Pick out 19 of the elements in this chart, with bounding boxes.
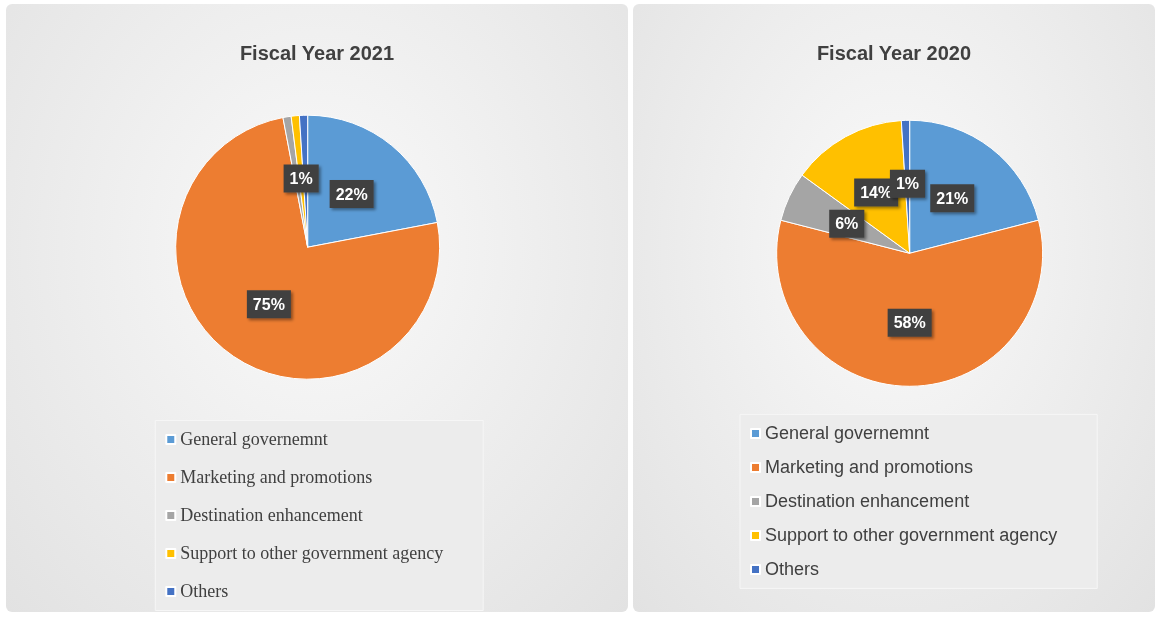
legend-label: Others xyxy=(180,581,229,602)
chart-title: Fiscal Year 2021 xyxy=(239,42,395,64)
data-label: 22% xyxy=(335,185,368,203)
data-label: 6% xyxy=(835,215,859,233)
data-label: 1% xyxy=(289,170,313,188)
data-label: 75% xyxy=(252,295,285,313)
data-label: 21% xyxy=(936,189,969,207)
chart-title: Fiscal Year 2020 xyxy=(816,42,972,64)
data-label: 1% xyxy=(895,175,920,193)
legend-label: General governemnt xyxy=(765,423,930,444)
data-label: 58% xyxy=(893,314,926,332)
legend-label: Support to other government agency xyxy=(180,543,444,564)
legend-label: General governemnt xyxy=(180,429,328,450)
legend-label: Others xyxy=(765,559,820,580)
legend-label: Marketing and promotions xyxy=(180,467,373,488)
legend-label: Support to other government agency xyxy=(765,525,1058,546)
legend-label: Marketing and promotions xyxy=(765,457,974,478)
legend-label: Destination enhancement xyxy=(180,505,363,526)
legend-label: Destination enhancement xyxy=(765,491,970,512)
